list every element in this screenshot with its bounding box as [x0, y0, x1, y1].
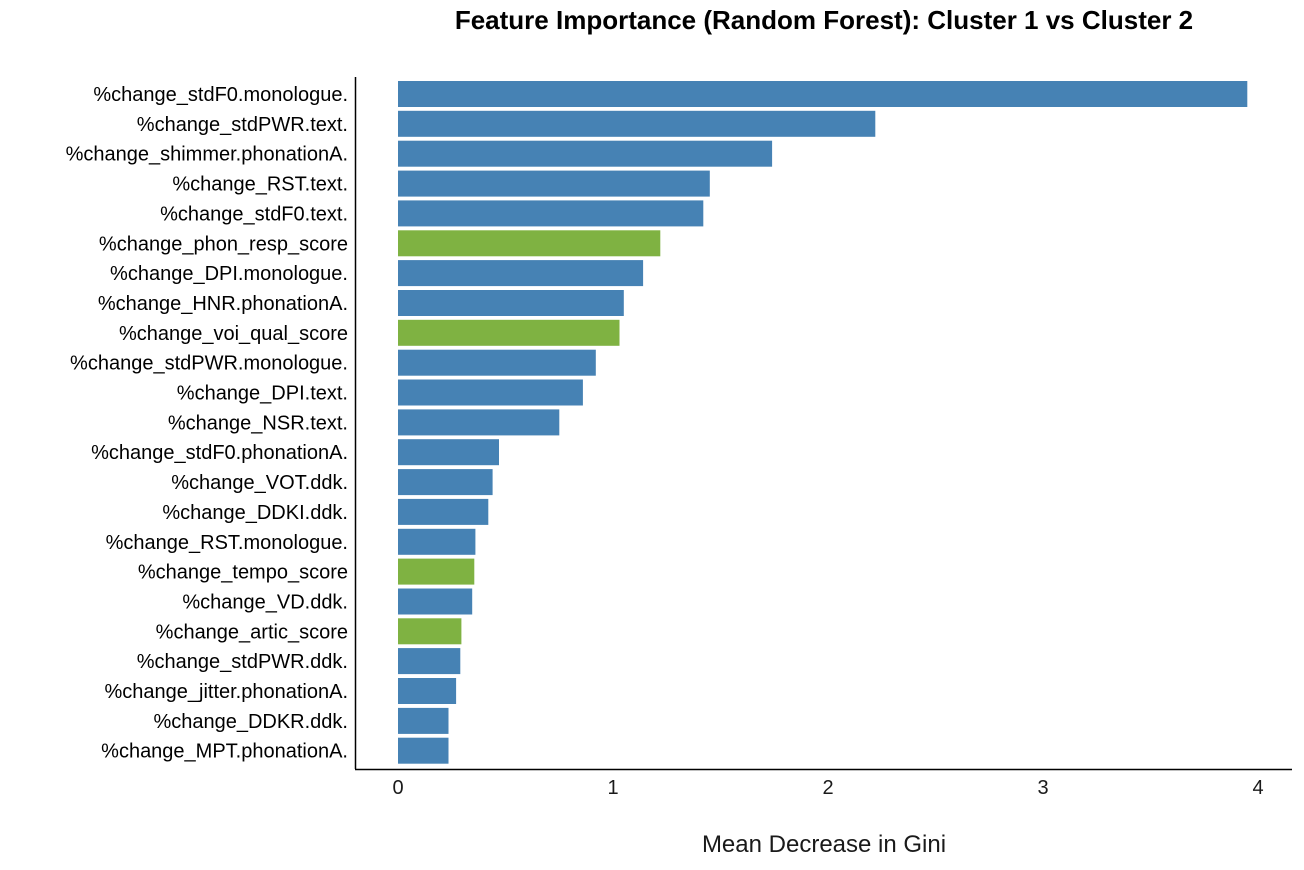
y-tick-label-8: %change_HNR.phonationA.	[98, 293, 348, 315]
bar-8	[398, 290, 624, 316]
y-tick-label-15: %change_DDKI.ddk.	[162, 502, 348, 524]
y-tick-label-19: %change_artic_score	[156, 621, 348, 643]
bar-19	[398, 618, 462, 645]
y-tick-label-22: %change_DDKR.ddk.	[153, 711, 348, 733]
bar-23	[398, 737, 449, 764]
x-tick-label-3: 2	[822, 777, 833, 799]
bar-18	[398, 588, 473, 615]
y-tick-label-3: %change_shimmer.phonationA.	[66, 144, 348, 166]
y-tick-label-6: %change_phon_resp_score	[99, 233, 348, 255]
bar-11	[398, 379, 583, 406]
bar-16	[398, 528, 476, 555]
y-tick-label-1: %change_stdF0.monologue.	[93, 84, 348, 106]
bar-13	[398, 439, 499, 466]
y-tick-label-7: %change_DPI.monologue.	[110, 263, 348, 285]
y-tick-label-10: %change_stdPWR.monologue.	[70, 353, 348, 375]
y-tick-label-11: %change_DPI.text.	[177, 383, 348, 405]
y-tick-label-4: %change_RST.text.	[172, 174, 348, 196]
bar-4	[398, 170, 710, 197]
x-axis-label: Mean Decrease in Gini	[702, 831, 946, 858]
x-tick-label-5: 4	[1252, 777, 1263, 799]
bar-1	[398, 81, 1248, 107]
y-tick-label-20: %change_stdPWR.ddk.	[137, 651, 348, 673]
x-tick-labels: 0 1 2 3 4	[392, 777, 1263, 799]
bar-7	[398, 260, 644, 287]
bar-14	[398, 469, 493, 496]
bar-5	[398, 200, 704, 227]
y-tick-label-12: %change_NSR.text.	[168, 412, 348, 434]
bar-21	[398, 678, 457, 704]
bar-15	[398, 498, 489, 525]
bar-9	[398, 319, 620, 346]
y-tick-label-17: %change_tempo_score	[138, 562, 348, 584]
y-tick-label-23: %change_MPT.phonationA.	[101, 741, 348, 763]
bar-10	[398, 349, 596, 376]
chart-title: Feature Importance (Random Forest): Clus…	[455, 5, 1193, 35]
y-tick-label-18: %change_VD.ddk.	[182, 592, 348, 614]
bar-6	[398, 230, 661, 257]
y-tick-label-9: %change_voi_qual_score	[119, 323, 348, 345]
bar-2	[398, 110, 876, 137]
y-tick-label-13: %change_stdF0.phonationA.	[91, 442, 348, 464]
bar-17	[398, 558, 475, 585]
y-tick-label-21: %change_jitter.phonationA.	[104, 681, 348, 703]
bar-12	[398, 409, 560, 436]
bar-22	[398, 707, 449, 734]
y-tick-label-14: %change_VOT.ddk.	[171, 472, 348, 494]
x-tick-label-2: 1	[607, 777, 618, 799]
bar-20	[398, 648, 461, 675]
x-tick-label-1: 0	[392, 777, 403, 799]
y-tick-label-2: %change_stdPWR.text.	[137, 114, 348, 136]
bar-3	[398, 140, 773, 167]
x-tick-label-4: 3	[1037, 777, 1048, 799]
y-tick-label-16: %change_RST.monologue.	[106, 532, 348, 554]
bars-group	[398, 81, 1248, 764]
y-tick-label-5: %change_stdF0.text.	[160, 203, 348, 225]
y-tick-labels: %change_stdF0.monologue. %change_stdPWR.t…	[66, 84, 348, 763]
